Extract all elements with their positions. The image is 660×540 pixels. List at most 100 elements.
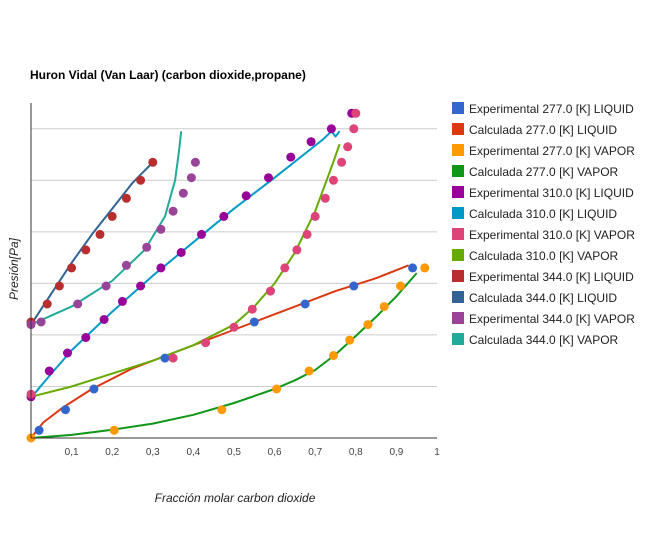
legend-label: Calculada 277.0 [K] LIQUID xyxy=(469,123,617,137)
legend-label: Calculada 310.0 [K] LIQUID xyxy=(469,207,617,221)
series-line xyxy=(30,272,418,439)
x-tick-label: 0,5 xyxy=(227,447,241,458)
series-line xyxy=(30,143,341,398)
legend-label-line: Experimental 344.0 [K] VAPOR xyxy=(469,312,635,326)
data-point xyxy=(136,281,146,291)
data-point xyxy=(351,108,361,118)
legend-label: Experimental 310.0 [K] VAPOR xyxy=(469,228,635,242)
data-point xyxy=(266,286,275,296)
x-tick-label: 1 xyxy=(434,447,440,458)
x-tick-label: 0,4 xyxy=(186,447,200,458)
data-point xyxy=(160,353,170,363)
legend-label-line: Calculada 310.0 [K] VAPOR xyxy=(469,249,619,263)
data-point xyxy=(34,425,44,435)
legend-swatch xyxy=(452,228,464,240)
data-point xyxy=(42,299,52,309)
data-point xyxy=(363,320,373,330)
data-point xyxy=(349,281,359,291)
data-point xyxy=(249,317,259,327)
data-point xyxy=(326,124,336,134)
data-point xyxy=(292,245,302,255)
legend-label-line: Experimental 277.0 [K] VAPOR xyxy=(469,144,635,158)
data-point xyxy=(73,299,83,309)
data-point xyxy=(81,245,91,255)
data-point xyxy=(306,137,316,147)
data-point xyxy=(302,229,312,239)
legend-label: Calculada 310.0 [K] VAPOR xyxy=(469,249,619,263)
series-line xyxy=(30,130,341,399)
data-point xyxy=(349,124,359,134)
data-point xyxy=(54,281,64,291)
legend-swatch xyxy=(452,291,464,303)
data-point xyxy=(201,338,211,348)
legend-label-line: Experimental 310.0 [K] VAPOR xyxy=(469,228,635,242)
legend-label: Experimental 277.0 [K] LIQUID xyxy=(469,102,634,116)
data-point xyxy=(121,260,131,270)
data-point xyxy=(329,351,338,360)
data-point xyxy=(379,302,389,312)
data-point xyxy=(95,229,105,239)
legend: Experimental 277.0 [K] LIQUID Calculada 2… xyxy=(452,102,635,347)
legend-swatch xyxy=(452,186,464,198)
data-point xyxy=(420,263,430,273)
legend-swatch xyxy=(452,312,464,324)
data-point xyxy=(310,211,320,221)
chart-title: Huron Vidal (Van Laar) (carbon dioxide,p… xyxy=(30,68,306,82)
data-point xyxy=(300,299,310,309)
data-point xyxy=(168,206,178,216)
x-tick-label: 0,7 xyxy=(308,447,322,458)
legend-swatch xyxy=(452,249,464,261)
data-point xyxy=(109,425,119,435)
data-point xyxy=(241,191,251,201)
legend-label: Experimental 310.0 [K] LIQUID xyxy=(469,186,634,200)
legend-swatch xyxy=(452,270,464,282)
legend-label-line: Experimental 277.0 [K] LIQUID xyxy=(469,102,634,116)
axes: 0,1 0,2 0,3 0,4 0,5 0,6 0,7 0,8 0,9 1 xyxy=(30,103,440,458)
data-point xyxy=(117,296,127,306)
data-point xyxy=(67,263,77,273)
x-tick-label: 0,6 xyxy=(268,447,282,458)
data-point xyxy=(280,263,290,273)
legend-swatch xyxy=(452,165,464,177)
data-point xyxy=(107,211,117,221)
data-point xyxy=(148,157,158,167)
data-point xyxy=(247,304,257,314)
data-point xyxy=(345,335,355,345)
legend-swatch xyxy=(452,123,464,135)
data-point xyxy=(121,193,131,203)
x-tick-label: 0,1 xyxy=(65,447,79,458)
data-point xyxy=(136,175,146,185)
data-point xyxy=(329,175,338,185)
data-point xyxy=(219,211,229,221)
x-axis-title: Fracción molar carbon dioxide xyxy=(155,491,316,505)
legend-label: Calculada 277.0 [K] VAPOR xyxy=(469,165,619,179)
data-point xyxy=(81,333,91,342)
data-point xyxy=(101,281,111,291)
data-point xyxy=(99,315,109,324)
data-point xyxy=(337,157,347,167)
data-point xyxy=(229,322,239,332)
data-point xyxy=(197,229,206,239)
data-point xyxy=(178,188,188,198)
legend-label-line: Calculada 310.0 [K] LIQUID xyxy=(469,207,617,221)
data-point xyxy=(142,242,152,252)
data-point xyxy=(320,193,330,203)
legend-swatch xyxy=(452,102,464,114)
legend-swatch xyxy=(452,144,464,156)
data-point xyxy=(156,263,166,273)
y-axis-title: Presión[Pa] xyxy=(7,237,21,300)
data-point xyxy=(408,263,418,273)
data-point xyxy=(272,384,282,394)
data-point xyxy=(168,353,178,363)
legend-label: Experimental 344.0 [K] VAPOR xyxy=(469,312,635,326)
data-point xyxy=(44,366,54,376)
x-tick-label: 0,9 xyxy=(389,447,403,458)
data-point xyxy=(176,248,186,257)
plot-area xyxy=(26,108,430,443)
data-point xyxy=(156,224,166,234)
data-point xyxy=(264,173,273,183)
legend-label: Experimental 277.0 [K] VAPOR xyxy=(469,144,635,158)
data-point xyxy=(63,348,72,358)
legend-label-line: Calculada 277.0 [K] VAPOR xyxy=(469,165,619,179)
data-point xyxy=(186,173,196,183)
